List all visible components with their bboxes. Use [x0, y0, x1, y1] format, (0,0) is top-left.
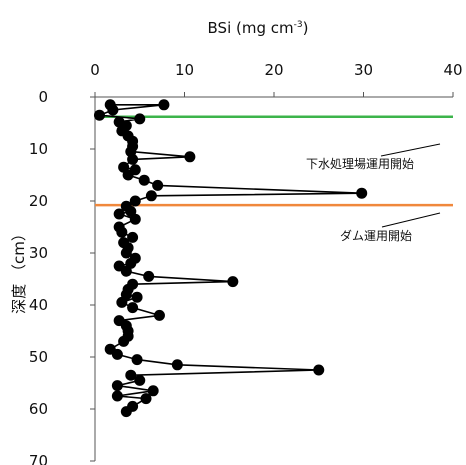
data-point — [140, 393, 152, 405]
y-tick-label: 20 — [29, 192, 48, 210]
axes — [90, 92, 454, 462]
data-point — [313, 364, 325, 376]
data-point — [134, 374, 146, 386]
data-point — [120, 247, 132, 259]
data-point — [93, 109, 105, 121]
x-tick-label: 10 — [175, 61, 194, 79]
data-point — [118, 335, 130, 347]
data-point — [116, 296, 128, 308]
y-tick-labels: 0 10 20 30 40 50 60 70 — [29, 88, 48, 465]
y-tick-label: 50 — [29, 348, 48, 366]
data-point — [120, 406, 132, 418]
data-point — [120, 265, 132, 277]
data-point — [129, 195, 141, 207]
y-axis-title: 深度 （cm） — [10, 226, 28, 314]
x-axis-title-superscript: -3 — [294, 20, 303, 30]
annotation-leader — [381, 212, 441, 228]
y-tick-label: 0 — [38, 88, 48, 106]
annotation-label: ダム運用開始 — [340, 228, 412, 243]
data-point — [113, 208, 125, 220]
data-point — [125, 369, 137, 381]
x-tick-label: 20 — [264, 61, 283, 79]
data-point — [116, 226, 128, 238]
y-tick-label: 30 — [29, 244, 48, 262]
data-point — [138, 174, 150, 186]
data-point — [129, 213, 141, 225]
y-tick-label: 40 — [29, 296, 48, 314]
data-point — [152, 179, 164, 191]
data-point — [127, 231, 139, 243]
data-point — [153, 309, 165, 321]
data-point — [107, 104, 119, 116]
x-tick-label: 30 — [354, 61, 373, 79]
data-point — [111, 348, 123, 360]
series — [93, 99, 368, 418]
data-point — [158, 99, 170, 111]
data-point — [111, 380, 123, 392]
data-point — [145, 190, 157, 202]
y-tick-label: 10 — [29, 140, 48, 158]
data-point — [127, 302, 139, 314]
data-point — [143, 270, 155, 282]
x-tick-labels: 0 10 20 30 40 — [90, 61, 462, 79]
x-tick-label: 0 — [90, 61, 100, 79]
x-tick-label: 40 — [443, 61, 462, 79]
y-tick-label: 60 — [29, 400, 48, 418]
annotation-label: 下水処理場運用開始 — [306, 157, 414, 171]
data-point — [227, 276, 239, 288]
data-point — [131, 354, 143, 366]
x-axis-title: BSi (mg cm-3) — [208, 19, 309, 37]
data-point — [111, 390, 123, 402]
data-point — [184, 151, 196, 163]
data-point — [147, 385, 159, 397]
data-point — [131, 291, 143, 303]
annotation-leader — [380, 143, 441, 157]
data-point — [127, 153, 139, 165]
y-tick-label: 70 — [29, 452, 48, 465]
data-point — [171, 359, 183, 371]
data-point — [122, 169, 134, 181]
data-point — [134, 113, 146, 125]
data-point — [356, 187, 368, 199]
